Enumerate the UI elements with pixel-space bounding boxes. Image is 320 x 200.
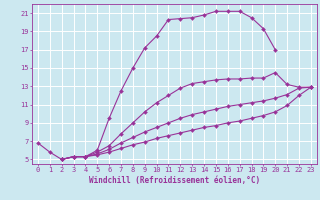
- X-axis label: Windchill (Refroidissement éolien,°C): Windchill (Refroidissement éolien,°C): [89, 176, 260, 185]
